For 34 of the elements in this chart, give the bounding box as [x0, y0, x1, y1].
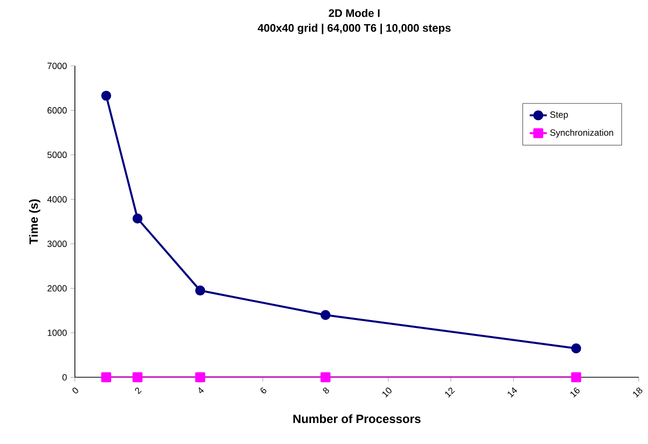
- x-tick-label: 4: [198, 387, 204, 394]
- y-tick-label: 0: [62, 374, 67, 380]
- point: [571, 343, 582, 354]
- y-tick-label: 1000: [48, 330, 67, 336]
- x-tick-label: 10: [382, 388, 392, 398]
- y-tick-label: 4000: [47, 196, 67, 202]
- y-tick-label: 3000: [47, 240, 67, 247]
- y-tick-label: 2000: [48, 285, 67, 292]
- x-axis-title: Number of Processors: [293, 414, 421, 424]
- x-tick-label: 14: [508, 387, 518, 398]
- point: [195, 372, 206, 382]
- x-tick-label: 6: [260, 387, 266, 394]
- chart-title: 2D Mode I: [328, 8, 380, 17]
- y-tick-label: 6000: [48, 107, 67, 114]
- x-tick-label: 2: [135, 388, 142, 394]
- point: [101, 90, 112, 101]
- point: [320, 372, 330, 382]
- point: [195, 285, 206, 296]
- point: [101, 372, 112, 382]
- point: [320, 310, 330, 320]
- x-tick-label: 8: [323, 388, 330, 394]
- x-tick-label: 0: [72, 388, 78, 394]
- y-tick-label: 7000: [48, 62, 67, 69]
- legend-label: Synchronization: [550, 129, 614, 138]
- x-tick-label: 18: [633, 388, 642, 398]
- x-tick-label: 12: [445, 388, 455, 398]
- point: [571, 372, 582, 382]
- x-tick-label: 16: [570, 387, 580, 398]
- chart-subtitle: 400x40 grid | 64,000 T6 | 10,000 steps: [258, 24, 451, 34]
- point: [132, 372, 143, 382]
- legend-label: Step: [550, 111, 568, 120]
- point: [132, 213, 143, 224]
- y-axis-title: Time (s): [29, 199, 40, 244]
- y-tick-label: 5000: [47, 152, 67, 158]
